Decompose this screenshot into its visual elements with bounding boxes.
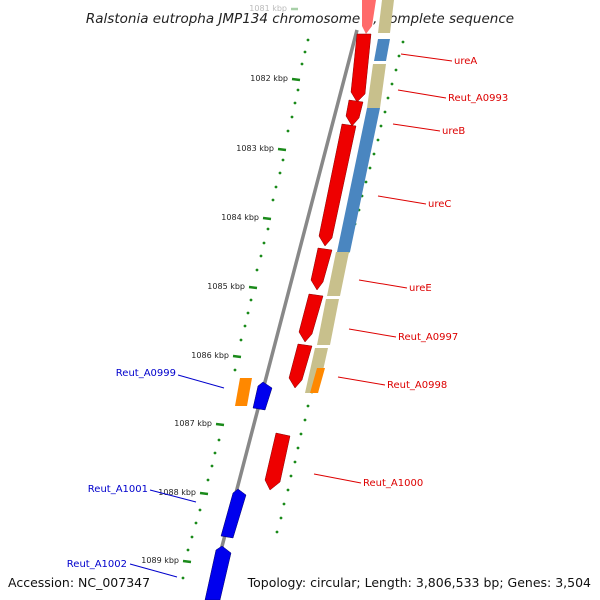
scale-labels: 1081 kbp 1082 kbp 1083 kbp 1084 kbp 1085… xyxy=(141,4,288,565)
scale-ticks xyxy=(182,7,301,564)
gene-arrow-Reut_A1001 xyxy=(220,488,247,539)
gene-arrow-ureB-ureC xyxy=(318,123,357,247)
gene-arrow-Reut_A0999 xyxy=(252,381,273,411)
scale-label-1082: 1082 kbp xyxy=(250,74,288,83)
cog-bar-Reut_A0993 xyxy=(367,64,386,108)
gene-label-Reut_A1001[interactable]: Reut_A1001 xyxy=(88,484,148,495)
gene-arrow-Reut_A0993 xyxy=(345,99,364,127)
gene-arrow-Reut_A0997 xyxy=(298,293,324,343)
gene-label-Reut_A0993[interactable]: Reut_A0993 xyxy=(448,93,508,104)
gene-label-ureA[interactable]: ureA xyxy=(454,56,477,67)
gene-label-ureB[interactable]: ureB xyxy=(442,126,465,137)
gene-label-Reut_A0997[interactable]: Reut_A0997 xyxy=(398,332,458,343)
gene-label-Reut_A0998[interactable]: Reut_A0998 xyxy=(387,380,447,391)
gene-arrow-Reut_A0998 xyxy=(288,343,313,389)
gene-label-ureC[interactable]: ureC xyxy=(428,199,451,210)
cog-track xyxy=(305,0,394,393)
scale-label-1087: 1087 kbp xyxy=(174,419,212,428)
cog-bar-Reut_A0999 xyxy=(235,378,252,406)
gene-label-ureE[interactable]: ureE xyxy=(409,283,432,294)
cog-bar-ureA xyxy=(374,39,390,61)
gene-arrow-1 xyxy=(362,0,376,34)
gene-label-Reut_A1002[interactable]: Reut_A1002 xyxy=(67,559,127,570)
cog-bar-1 xyxy=(378,0,394,33)
gene-arrow-ureA xyxy=(350,33,372,103)
gene-arrow-Reut_A1000 xyxy=(264,432,291,491)
cog-bar-ureB-ureC xyxy=(337,108,380,252)
gene-label-Reut_A0999[interactable]: Reut_A0999 xyxy=(116,368,176,379)
scale-label-1088: 1088 kbp xyxy=(158,488,196,497)
leader-lines xyxy=(129,53,453,578)
cog-bar-orange xyxy=(310,368,325,393)
scale-label-1089: 1089 kbp xyxy=(141,556,179,565)
gene-arrow-Reut_A1002 xyxy=(204,545,232,600)
cog-bar-ureE xyxy=(327,252,349,296)
scale-label-1085: 1085 kbp xyxy=(207,282,245,291)
scale-label-1086: 1086 kbp xyxy=(191,351,229,360)
forward-genes xyxy=(264,0,376,491)
accession-text: Accession: NC_007347 xyxy=(8,575,150,590)
gene-label-Reut_A1000[interactable]: Reut_A1000 xyxy=(363,478,423,489)
reverse-genes xyxy=(204,378,273,600)
cog-bar-Reut_A0997 xyxy=(317,299,339,345)
topology-text: Topology: circular; Length: 3,806,533 bp… xyxy=(247,575,591,590)
scale-label-1081: 1081 kbp xyxy=(249,4,287,13)
scale-label-1083: 1083 kbp xyxy=(236,144,274,153)
gene-labels: ureA Reut_A0993 ureB ureC ureE Reut_A099… xyxy=(67,56,508,570)
map-title: Ralstonia eutropha JMP134 chromosome 1, … xyxy=(86,11,514,27)
scale-label-1084: 1084 kbp xyxy=(221,213,259,222)
gene-arrow-ureE xyxy=(310,247,333,291)
